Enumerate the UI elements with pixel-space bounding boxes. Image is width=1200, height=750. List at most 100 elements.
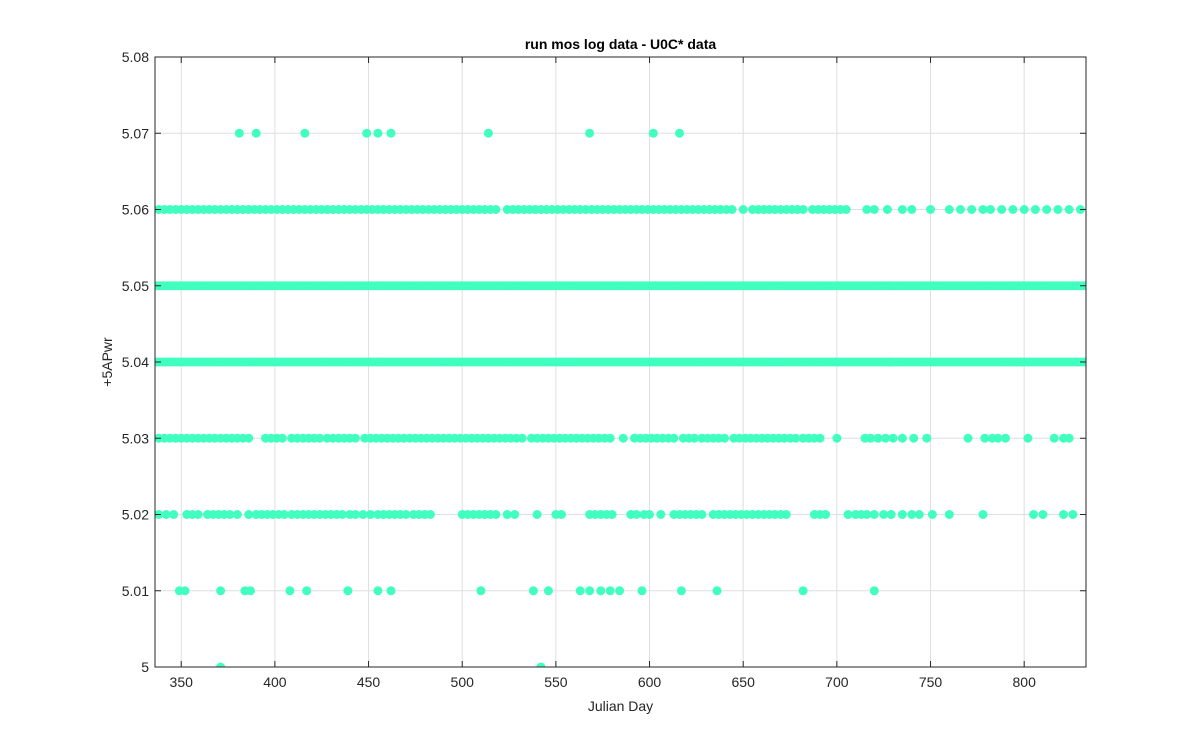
data-point [944, 510, 954, 519]
x-tick-label: 550 [544, 674, 568, 690]
data-point [676, 586, 686, 596]
data-point [690, 433, 699, 443]
x-tick-label: 700 [825, 674, 849, 690]
data-point [483, 128, 493, 138]
data-point [618, 433, 628, 443]
data-point [251, 128, 261, 138]
data-point [909, 433, 919, 443]
data-point [656, 510, 666, 519]
data-point [343, 586, 353, 596]
data-point [350, 510, 360, 519]
x-tick-label: 650 [732, 674, 756, 690]
x-tick-label: 400 [263, 674, 287, 690]
data-point [675, 128, 684, 138]
data-point [575, 586, 585, 596]
data-point [1064, 433, 1074, 443]
data-point [285, 586, 295, 596]
data-point [1038, 510, 1048, 519]
data-point [502, 510, 512, 519]
y-tick-label: 5.04 [122, 354, 149, 370]
x-tick-label: 350 [170, 674, 194, 690]
data-point [244, 433, 254, 443]
data-point [1030, 205, 1040, 214]
data-point [517, 433, 527, 443]
data-point [869, 586, 879, 596]
data-point [798, 586, 808, 596]
data-point [956, 205, 965, 214]
data-point [879, 510, 889, 519]
data-point [978, 510, 988, 519]
data-point [712, 586, 722, 596]
y-tick-label: 5.02 [122, 507, 149, 523]
data-point [277, 433, 287, 443]
tick-marks [155, 56, 1086, 668]
data-point [645, 510, 654, 519]
y-tick-label: 5 [141, 659, 149, 675]
x-tick-label: 500 [451, 674, 475, 690]
data-point [648, 128, 658, 138]
data-point [1068, 510, 1078, 519]
data-point [1049, 433, 1059, 443]
data-point [922, 433, 932, 443]
data-point [246, 586, 255, 596]
data-point [234, 128, 244, 138]
data-point [302, 586, 312, 596]
data-point [615, 586, 625, 596]
data-point [907, 205, 917, 214]
data-point [944, 205, 954, 214]
y-tick-labels: 5 5.01 5.02 5.03 5.04 5.05 5.06 5.07 5.08 [122, 49, 149, 675]
data-point [897, 205, 907, 214]
data-point [1064, 205, 1074, 214]
data-point [358, 510, 368, 519]
data-point [596, 586, 606, 596]
data-point [605, 433, 615, 443]
y-tick-label: 5.06 [122, 202, 149, 218]
data-point [225, 510, 235, 519]
data-point [791, 433, 801, 443]
data-point [216, 662, 226, 667]
x-tick-labels: 350 400 450 500 550 600 650 700 750 800 [170, 674, 1037, 690]
x-tick-label: 800 [1013, 674, 1037, 690]
data-point [843, 510, 853, 519]
data-point [510, 510, 520, 519]
data-point [401, 510, 411, 519]
data-point [386, 128, 396, 138]
data-point [362, 128, 372, 138]
x-tick-label: 600 [638, 674, 662, 690]
data-point [631, 510, 641, 519]
data-point [993, 433, 1003, 443]
data-point [897, 510, 907, 519]
data-point [841, 205, 851, 214]
data-point [476, 586, 486, 596]
data-point [637, 586, 647, 596]
x-axis-label: Julian Day [588, 698, 653, 714]
data-point [697, 510, 707, 519]
x-tick-label: 450 [357, 674, 381, 690]
data-point [881, 433, 891, 443]
data-point [585, 128, 595, 138]
data-point [914, 510, 924, 519]
data-point [897, 433, 907, 443]
data-point [605, 586, 615, 596]
data-point [536, 662, 546, 667]
data-point [279, 510, 289, 519]
data-point [815, 433, 825, 443]
chart-title: run mos log data - U0C* data [525, 36, 717, 52]
data-point [1029, 510, 1038, 519]
data-point [180, 586, 190, 596]
y-tick-label: 5.07 [122, 125, 149, 141]
data-point [386, 586, 396, 596]
data-point [161, 510, 171, 519]
data-point [727, 205, 737, 214]
data-point [926, 205, 935, 214]
data-point [373, 586, 383, 596]
x-tick-label: 750 [919, 674, 943, 690]
data-point [491, 510, 501, 519]
data-point [585, 586, 595, 596]
data-point [781, 510, 791, 519]
data-point [720, 433, 729, 443]
data-point [927, 510, 937, 519]
data-point [300, 128, 310, 138]
